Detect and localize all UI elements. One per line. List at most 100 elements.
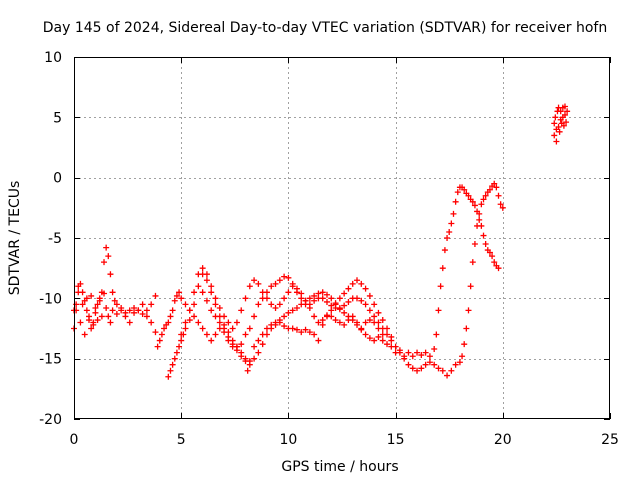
data-point — [461, 341, 468, 348]
data-point — [414, 367, 421, 374]
data-point — [285, 309, 292, 316]
data-point — [126, 319, 133, 326]
data-point — [251, 277, 258, 284]
data-point — [480, 232, 487, 239]
data-point — [195, 271, 202, 278]
x-tick-label: 10 — [279, 432, 297, 448]
data-point — [426, 359, 433, 366]
data-point — [88, 292, 95, 299]
data-point — [388, 333, 395, 340]
data-point — [439, 265, 446, 272]
data-point — [471, 241, 478, 248]
data-point — [553, 138, 560, 145]
y-tick-label: -10 — [39, 291, 62, 307]
data-point — [452, 361, 459, 368]
data-point — [489, 253, 496, 260]
data-point — [564, 108, 571, 115]
data-point — [285, 274, 292, 281]
data-point — [362, 319, 369, 326]
data-point — [341, 309, 348, 316]
data-point — [293, 326, 300, 333]
data-point — [495, 192, 502, 199]
data-point — [107, 271, 114, 278]
axis-ticks: 0 5 10 15 20 25 -20 -15 -10 -5 0 5 10 — [39, 50, 619, 448]
data-point — [563, 119, 570, 126]
data-point — [354, 277, 361, 284]
data-point — [272, 321, 279, 328]
data-point — [195, 283, 202, 290]
series-trace-c — [178, 265, 395, 340]
data-point — [212, 301, 219, 308]
data-point — [263, 331, 270, 338]
data-point — [94, 301, 101, 308]
x-tick-label: 0 — [70, 432, 79, 448]
data-point — [182, 325, 189, 332]
data-point — [336, 295, 343, 302]
data-point — [345, 313, 352, 320]
data-point — [268, 301, 275, 308]
x-tick-label: 15 — [387, 432, 405, 448]
data-point — [482, 192, 489, 199]
data-point — [446, 228, 453, 235]
grid — [74, 57, 610, 419]
y-tick-label: -5 — [48, 231, 62, 247]
data-point — [268, 325, 275, 332]
data-point — [126, 307, 133, 314]
data-point — [221, 321, 228, 328]
data-point — [497, 201, 504, 208]
plot-frame — [74, 57, 610, 419]
data-point — [315, 290, 322, 297]
data-point — [379, 331, 386, 338]
data-point — [384, 325, 391, 332]
data-point — [143, 307, 150, 314]
data-point — [289, 325, 296, 332]
data-point — [94, 317, 101, 324]
data-point — [88, 325, 95, 332]
data-point — [551, 132, 558, 139]
y-axis-title: SDTVAR / TECUs — [7, 181, 23, 296]
data-point — [306, 295, 313, 302]
data-point — [358, 297, 365, 304]
data-point — [154, 343, 161, 350]
data-point — [186, 307, 193, 314]
data-point — [480, 196, 487, 203]
data-point — [131, 304, 138, 311]
data-point — [152, 329, 159, 336]
data-point — [422, 361, 429, 368]
series-trace-e — [551, 103, 571, 145]
data-point — [302, 297, 309, 304]
data-point — [448, 220, 455, 227]
data-point — [478, 201, 485, 208]
data-point — [195, 319, 202, 326]
data-point — [238, 353, 245, 360]
data-point — [336, 304, 343, 311]
data-point — [323, 298, 330, 305]
data-point — [79, 301, 86, 308]
data-point — [328, 307, 335, 314]
data-point — [311, 313, 318, 320]
data-point — [375, 309, 382, 316]
chart-title: Day 145 of 2024, Sidereal Day-to-day VTE… — [43, 20, 607, 36]
data-point — [191, 301, 198, 308]
data-point — [450, 210, 457, 217]
data-point — [341, 302, 348, 309]
data-point — [281, 323, 288, 330]
data-point — [474, 222, 481, 229]
series-trace-a — [71, 184, 502, 374]
data-point — [81, 331, 88, 338]
data-point — [92, 309, 99, 316]
data-point — [156, 337, 163, 344]
data-point — [212, 313, 219, 320]
data-point — [435, 307, 442, 314]
data-point — [182, 301, 189, 308]
data-point — [371, 301, 378, 308]
data-point — [448, 367, 455, 374]
data-point — [298, 290, 305, 297]
data-point — [437, 283, 444, 290]
data-point — [139, 301, 146, 308]
data-point — [452, 198, 459, 205]
data-point — [495, 265, 502, 272]
data-point — [555, 123, 562, 130]
data-point — [366, 307, 373, 314]
data-point — [178, 331, 185, 338]
